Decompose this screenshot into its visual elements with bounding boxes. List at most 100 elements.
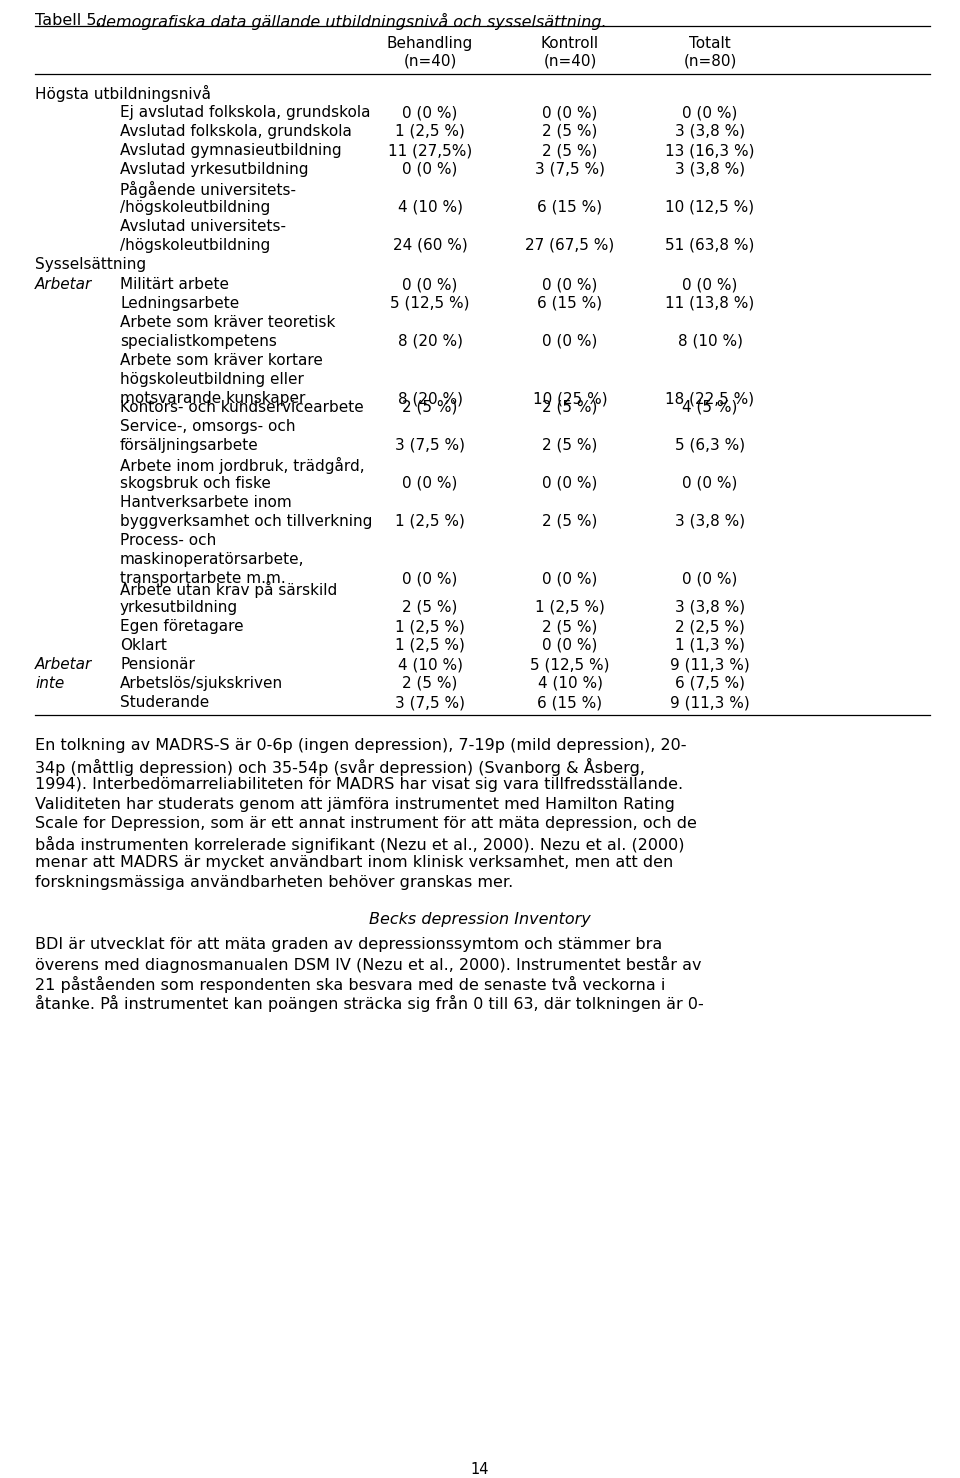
Text: 0 (0 %): 0 (0 %): [542, 476, 598, 491]
Text: 1 (2,5 %): 1 (2,5 %): [396, 514, 465, 529]
Text: 34p (måttlig depression) och 35-54p (svår depression) (Svanborg & Åsberg,: 34p (måttlig depression) och 35-54p (svå…: [35, 758, 645, 776]
Text: 3 (3,8 %): 3 (3,8 %): [675, 514, 745, 529]
Text: 3 (3,8 %): 3 (3,8 %): [675, 124, 745, 139]
Text: 0 (0 %): 0 (0 %): [402, 163, 458, 177]
Text: 2 (5 %): 2 (5 %): [542, 124, 598, 139]
Text: Ledningsarbete: Ledningsarbete: [120, 296, 239, 310]
Text: 4 (10 %): 4 (10 %): [397, 200, 463, 214]
Text: 3 (3,8 %): 3 (3,8 %): [675, 163, 745, 177]
Text: 2 (5 %): 2 (5 %): [542, 143, 598, 158]
Text: Behandling: Behandling: [387, 35, 473, 52]
Text: 0 (0 %): 0 (0 %): [683, 276, 737, 293]
Text: skogsbruk och fiske: skogsbruk och fiske: [120, 476, 271, 491]
Text: 2 (5 %): 2 (5 %): [402, 401, 458, 415]
Text: /högskoleutbildning: /högskoleutbildning: [120, 200, 271, 214]
Text: 6 (15 %): 6 (15 %): [538, 296, 603, 310]
Text: byggverksamhet och tillverkning: byggverksamhet och tillverkning: [120, 514, 372, 529]
Text: (n=80): (n=80): [684, 55, 736, 69]
Text: Validiteten har studerats genom att jämföra instrumentet med Hamilton Rating: Validiteten har studerats genom att jämf…: [35, 797, 675, 811]
Text: Totalt: Totalt: [689, 35, 731, 52]
Text: 1 (2,5 %): 1 (2,5 %): [396, 638, 465, 653]
Text: Scale for Depression, som är ett annat instrument för att mäta depression, och d: Scale for Depression, som är ett annat i…: [35, 816, 697, 831]
Text: 0 (0 %): 0 (0 %): [683, 105, 737, 120]
Text: 11 (13,8 %): 11 (13,8 %): [665, 296, 755, 310]
Text: En tolkning av MADRS-S är 0-6p (ingen depression), 7-19p (mild depression), 20-: En tolkning av MADRS-S är 0-6p (ingen de…: [35, 738, 686, 752]
Text: Arbete utan krav på särskild: Arbete utan krav på särskild: [120, 581, 337, 599]
Text: 9 (11,3 %): 9 (11,3 %): [670, 695, 750, 709]
Text: 4 (5 %): 4 (5 %): [683, 401, 737, 415]
Text: 8 (20 %): 8 (20 %): [397, 334, 463, 349]
Text: överens med diagnosmanualen DSM IV (Nezu et al., 2000). Instrumentet består av: överens med diagnosmanualen DSM IV (Nezu…: [35, 956, 702, 973]
Text: 0 (0 %): 0 (0 %): [542, 638, 598, 653]
Text: specialistkompetens: specialistkompetens: [120, 334, 276, 349]
Text: Pensionär: Pensionär: [120, 658, 195, 672]
Text: (n=40): (n=40): [543, 55, 597, 69]
Text: 5 (12,5 %): 5 (12,5 %): [530, 658, 610, 672]
Text: högskoleutbildning eller: högskoleutbildning eller: [120, 372, 304, 387]
Text: 0 (0 %): 0 (0 %): [542, 571, 598, 585]
Text: maskinoperatörsarbete,: maskinoperatörsarbete,: [120, 551, 304, 568]
Text: inte: inte: [35, 675, 64, 692]
Text: BDI är utvecklat för att mäta graden av depressionssymtom och stämmer bra: BDI är utvecklat för att mäta graden av …: [35, 937, 662, 952]
Text: 21 påståenden som respondenten ska besvara med de senaste två veckorna i: 21 påståenden som respondenten ska besva…: [35, 975, 665, 993]
Text: 2 (5 %): 2 (5 %): [542, 514, 598, 529]
Text: 24 (60 %): 24 (60 %): [393, 238, 468, 253]
Text: 13 (16,3 %): 13 (16,3 %): [665, 143, 755, 158]
Text: Kontroll: Kontroll: [540, 35, 599, 52]
Text: 2 (5 %): 2 (5 %): [542, 401, 598, 415]
Text: Militärt arbete: Militärt arbete: [120, 276, 229, 293]
Text: Becks depression Inventory: Becks depression Inventory: [370, 912, 590, 927]
Text: 5 (12,5 %): 5 (12,5 %): [391, 296, 469, 310]
Text: 27 (67,5 %): 27 (67,5 %): [525, 238, 614, 253]
Text: 8 (10 %): 8 (10 %): [678, 334, 742, 349]
Text: Arbete inom jordbruk, trädgård,: Arbete inom jordbruk, trädgård,: [120, 457, 365, 474]
Text: Tabell 5,: Tabell 5,: [35, 13, 107, 28]
Text: Service-, omsorgs- och: Service-, omsorgs- och: [120, 418, 296, 435]
Text: 1 (2,5 %): 1 (2,5 %): [396, 124, 465, 139]
Text: 6 (7,5 %): 6 (7,5 %): [675, 675, 745, 692]
Text: forskningsmässiga användbarheten behöver granskas mer.: forskningsmässiga användbarheten behöver…: [35, 875, 514, 890]
Text: Egen företagare: Egen företagare: [120, 619, 244, 634]
Text: Process- och: Process- och: [120, 534, 216, 548]
Text: 2 (2,5 %): 2 (2,5 %): [675, 619, 745, 634]
Text: 0 (0 %): 0 (0 %): [542, 276, 598, 293]
Text: 1 (2,5 %): 1 (2,5 %): [535, 600, 605, 615]
Text: 2 (5 %): 2 (5 %): [402, 675, 458, 692]
Text: Oklart: Oklart: [120, 638, 167, 653]
Text: 2 (5 %): 2 (5 %): [542, 619, 598, 634]
Text: 51 (63,8 %): 51 (63,8 %): [665, 238, 755, 253]
Text: yrkesutbildning: yrkesutbildning: [120, 600, 238, 615]
Text: Avslutad folkskola, grundskola: Avslutad folkskola, grundskola: [120, 124, 352, 139]
Text: Arbetar: Arbetar: [35, 658, 92, 672]
Text: åtanke. På instrumentet kan poängen sträcka sig från 0 till 63, där tolkningen ä: åtanke. På instrumentet kan poängen strä…: [35, 995, 704, 1012]
Text: 0 (0 %): 0 (0 %): [542, 334, 598, 349]
Text: Avslutad yrkesutbildning: Avslutad yrkesutbildning: [120, 163, 308, 177]
Text: 3 (7,5 %): 3 (7,5 %): [535, 163, 605, 177]
Text: Pågående universitets-: Pågående universitets-: [120, 180, 296, 198]
Text: 0 (0 %): 0 (0 %): [402, 476, 458, 491]
Text: 10 (25 %): 10 (25 %): [533, 392, 608, 406]
Text: (n=40): (n=40): [403, 55, 457, 69]
Text: 1994). Interbedömarreliabiliteten för MADRS har visat sig vara tillfredsställand: 1994). Interbedömarreliabiliteten för MA…: [35, 777, 684, 792]
Text: 0 (0 %): 0 (0 %): [402, 276, 458, 293]
Text: försäljningsarbete: försäljningsarbete: [120, 437, 259, 452]
Text: 4 (10 %): 4 (10 %): [397, 658, 463, 672]
Text: Studerande: Studerande: [120, 695, 209, 709]
Text: 3 (7,5 %): 3 (7,5 %): [395, 437, 465, 452]
Text: 1 (1,3 %): 1 (1,3 %): [675, 638, 745, 653]
Text: 6 (15 %): 6 (15 %): [538, 200, 603, 214]
Text: Arbete som kräver kortare: Arbete som kräver kortare: [120, 353, 323, 368]
Text: /högskoleutbildning: /högskoleutbildning: [120, 238, 271, 253]
Text: Kontors- och kundservicearbete: Kontors- och kundservicearbete: [120, 401, 364, 415]
Text: 5 (6,3 %): 5 (6,3 %): [675, 437, 745, 452]
Text: 8 (20 %): 8 (20 %): [397, 392, 463, 406]
Text: Sysselsättning: Sysselsättning: [35, 257, 146, 272]
Text: 6 (15 %): 6 (15 %): [538, 695, 603, 709]
Text: Arbetslös/sjukskriven: Arbetslös/sjukskriven: [120, 675, 283, 692]
Text: 3 (7,5 %): 3 (7,5 %): [395, 695, 465, 709]
Text: demografiska data gällande utbildningsnivå och sysselsättning.: demografiska data gällande utbildningsni…: [97, 13, 607, 30]
Text: 0 (0 %): 0 (0 %): [542, 105, 598, 120]
Text: Ej avslutad folkskola, grundskola: Ej avslutad folkskola, grundskola: [120, 105, 371, 120]
Text: 14: 14: [470, 1462, 490, 1477]
Text: 1 (2,5 %): 1 (2,5 %): [396, 619, 465, 634]
